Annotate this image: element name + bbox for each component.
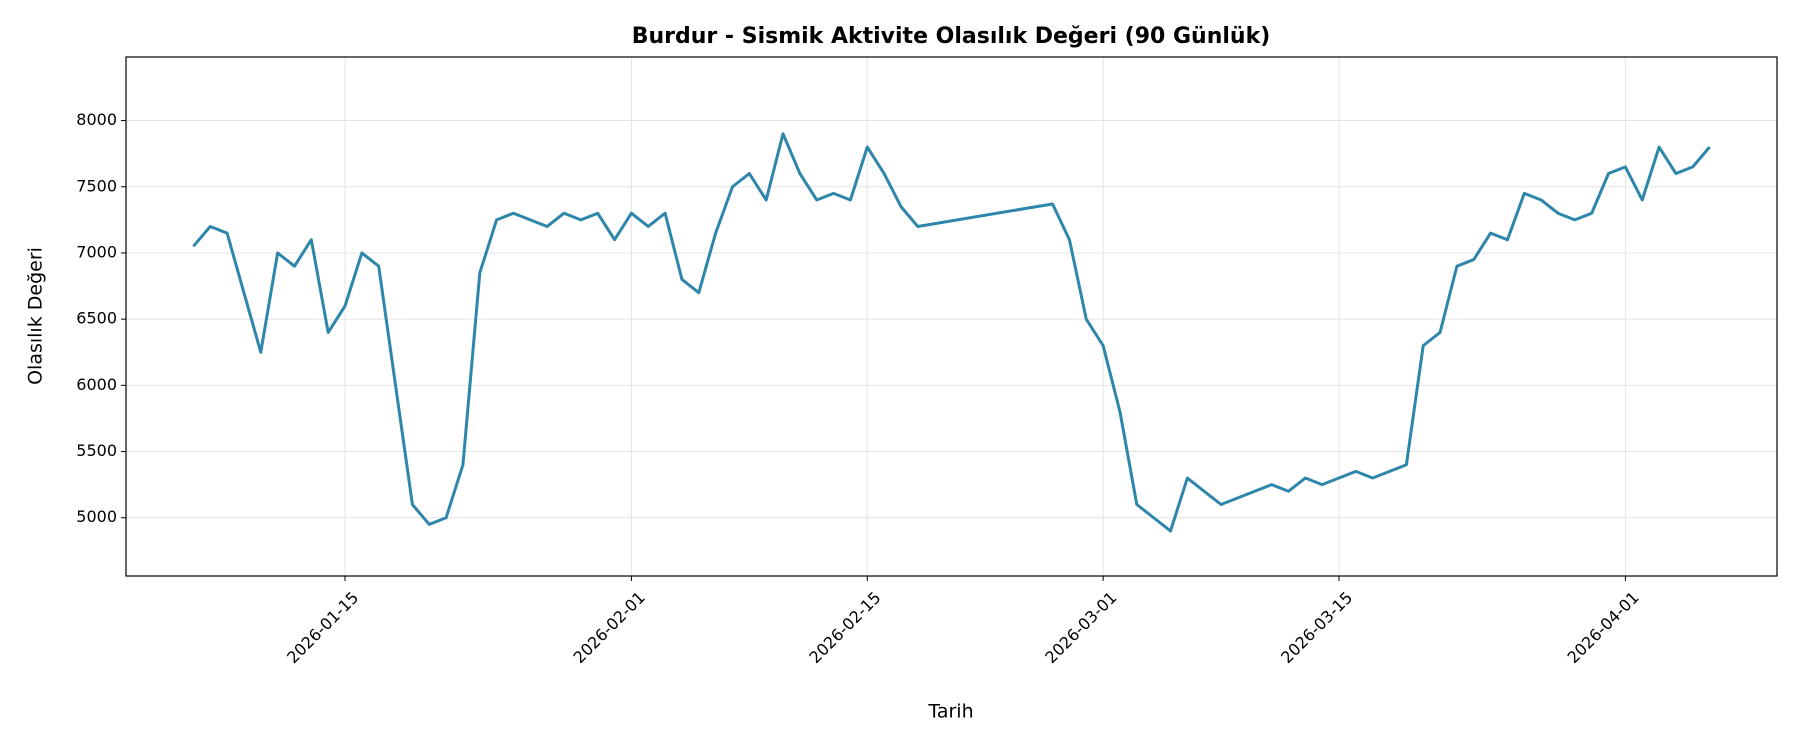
plot-frame bbox=[125, 56, 1778, 577]
data-line bbox=[192, 132, 1711, 533]
y-tick-label: 5000 bbox=[76, 507, 117, 526]
x-tick-label: 2026-02-15 bbox=[805, 588, 884, 667]
x-tick-label: 2026-03-01 bbox=[1041, 588, 1120, 667]
y-tick-label: 7500 bbox=[76, 176, 117, 195]
x-tick-label: 2026-01-15 bbox=[283, 588, 362, 667]
x-tick-label: 2026-04-01 bbox=[1564, 588, 1643, 667]
x-axis-label: Tarih bbox=[927, 701, 973, 723]
x-tick-label: 2026-03-15 bbox=[1277, 588, 1356, 667]
x-tick-label: 2026-02-01 bbox=[570, 588, 649, 667]
y-tick-label: 5500 bbox=[76, 441, 117, 460]
y-tick-label: 6500 bbox=[76, 309, 117, 328]
y-tick-label: 8000 bbox=[76, 110, 117, 129]
y-tick-label: 6000 bbox=[76, 375, 117, 394]
y-tick-label: 7000 bbox=[76, 242, 117, 261]
y-axis-label: Olasılık Değeri bbox=[25, 247, 47, 385]
chart-title: Burdur - Sismik Aktivite Olasılık Değeri… bbox=[632, 24, 1271, 49]
